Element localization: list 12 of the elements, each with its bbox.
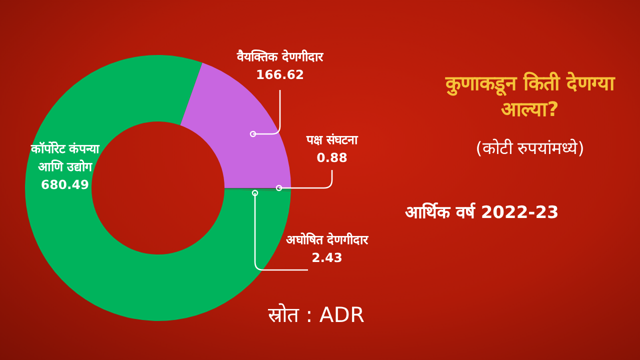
data-label: 2.43: [312, 250, 342, 266]
text: कुणाकडून किती देणग्या आल्या?: [444, 70, 616, 122]
data-label: 0.88: [316, 150, 348, 166]
text: आर्थिक वर्ष 2022-23: [405, 202, 559, 223]
data-label: 166.62: [256, 67, 304, 82]
slice-label: कॉर्पोरेट कंपन्या आणि उद्योग: [30, 141, 100, 174]
slice-label: अघोषित देणगीदार: [286, 232, 368, 247]
slice-label: पक्ष संघटना: [306, 132, 358, 147]
text: स्रोत : ADR: [268, 302, 365, 328]
slice-label: वैयक्तिक देणगीदार: [236, 49, 324, 64]
text: (कोटी रुपयांमध्ये): [476, 138, 584, 159]
data-label: 680.49: [40, 177, 90, 192]
